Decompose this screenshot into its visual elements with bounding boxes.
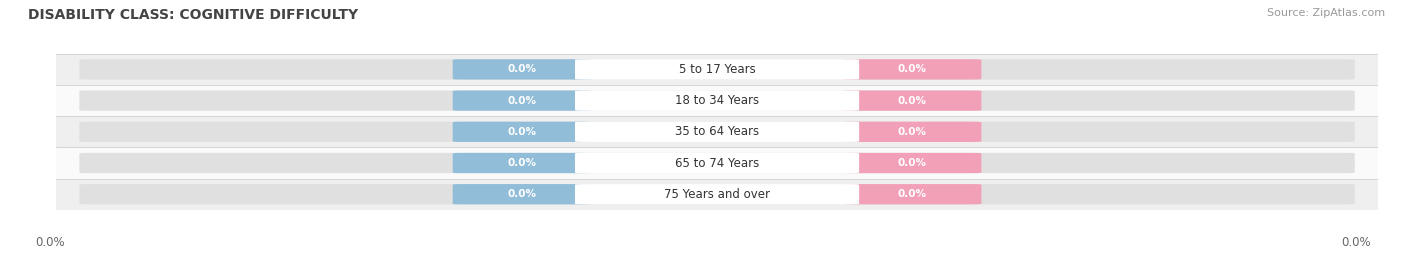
Text: 0.0%: 0.0% — [897, 95, 927, 106]
Bar — [56, 147, 1378, 179]
Bar — [56, 116, 1378, 147]
Text: 0.0%: 0.0% — [508, 64, 537, 75]
Text: 35 to 64 Years: 35 to 64 Years — [675, 125, 759, 138]
FancyBboxPatch shape — [79, 122, 1355, 142]
FancyBboxPatch shape — [453, 153, 592, 173]
FancyBboxPatch shape — [842, 122, 981, 142]
FancyBboxPatch shape — [453, 122, 592, 142]
Text: 0.0%: 0.0% — [897, 64, 927, 75]
FancyBboxPatch shape — [575, 184, 859, 204]
FancyBboxPatch shape — [575, 59, 859, 80]
Text: 75 Years and over: 75 Years and over — [664, 188, 770, 201]
FancyBboxPatch shape — [575, 122, 859, 142]
Bar — [56, 54, 1378, 85]
FancyBboxPatch shape — [575, 90, 859, 111]
Text: 18 to 34 Years: 18 to 34 Years — [675, 94, 759, 107]
Text: Source: ZipAtlas.com: Source: ZipAtlas.com — [1267, 8, 1385, 18]
Text: 0.0%: 0.0% — [508, 189, 537, 199]
Text: 0.0%: 0.0% — [508, 95, 537, 106]
Text: 0.0%: 0.0% — [897, 127, 927, 137]
FancyBboxPatch shape — [453, 90, 592, 111]
Bar — [56, 179, 1378, 210]
Text: 5 to 17 Years: 5 to 17 Years — [679, 63, 755, 76]
Text: 0.0%: 0.0% — [897, 189, 927, 199]
FancyBboxPatch shape — [79, 184, 1355, 204]
FancyBboxPatch shape — [842, 90, 981, 111]
Text: 0.0%: 0.0% — [35, 236, 65, 249]
Text: 0.0%: 0.0% — [897, 158, 927, 168]
FancyBboxPatch shape — [842, 59, 981, 80]
FancyBboxPatch shape — [453, 184, 592, 204]
FancyBboxPatch shape — [842, 184, 981, 204]
FancyBboxPatch shape — [842, 153, 981, 173]
FancyBboxPatch shape — [79, 90, 1355, 111]
FancyBboxPatch shape — [79, 153, 1355, 173]
Text: 0.0%: 0.0% — [508, 127, 537, 137]
FancyBboxPatch shape — [575, 153, 859, 173]
Text: 0.0%: 0.0% — [1341, 236, 1371, 249]
Text: 0.0%: 0.0% — [508, 158, 537, 168]
Text: DISABILITY CLASS: COGNITIVE DIFFICULTY: DISABILITY CLASS: COGNITIVE DIFFICULTY — [28, 8, 359, 22]
Bar — [56, 85, 1378, 116]
FancyBboxPatch shape — [79, 59, 1355, 80]
Text: 65 to 74 Years: 65 to 74 Years — [675, 157, 759, 169]
FancyBboxPatch shape — [453, 59, 592, 80]
